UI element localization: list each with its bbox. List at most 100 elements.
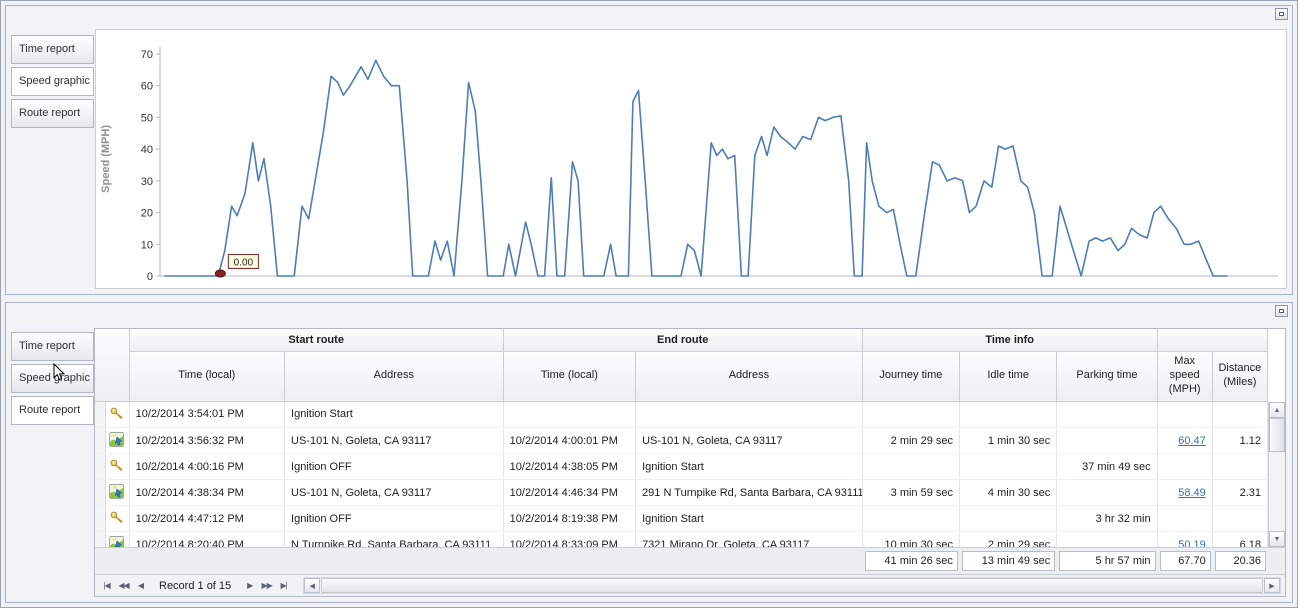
route-table-row[interactable]: 10/2/2014 3:56:32 PM US-101 N, Goleta, CA… — [95, 427, 1269, 454]
row-indicator — [95, 401, 106, 428]
col-start-address[interactable]: Address — [284, 351, 504, 402]
col-distance[interactable]: Distance (Miles) — [1212, 351, 1269, 402]
grid-header: Start route End route Time info Time (lo… — [95, 329, 1269, 402]
chart-plot-area[interactable]: 0 10 20 30 40 50 60 70 0.00 — [114, 30, 1286, 288]
collapse-icon — [1279, 12, 1284, 16]
next-page-button[interactable]: ▶▶ — [261, 581, 273, 591]
tab-speed-graphic[interactable]: Speed graphic — [11, 364, 94, 393]
bottom-panel-collapse-button[interactable] — [1275, 305, 1288, 317]
tab-time-report[interactable]: Time report — [11, 35, 94, 64]
parking-time-cell: 3 hr 32 min — [1056, 505, 1158, 532]
route-table-row[interactable]: 10/2/2014 3:54:01 PM Ignition Start — [95, 401, 1269, 428]
journey-time-cell — [862, 505, 961, 532]
parking-time-cell — [1056, 531, 1158, 548]
scroll-down-button[interactable]: ▼ — [1269, 531, 1285, 547]
last-record-button[interactable]: ▶| — [280, 581, 288, 591]
chart-y-axis-title: Speed (MPH) — [100, 125, 112, 193]
row-type-icon-cell — [105, 479, 130, 506]
tab-route-report[interactable]: Route report — [11, 99, 94, 128]
summary-journey-time: 41 min 26 sec — [864, 551, 958, 572]
grid-area: Start route End route Time info Time (lo… — [94, 318, 1292, 602]
tab-time-report[interactable]: Time report — [11, 332, 94, 361]
speed-series-line — [164, 59, 1228, 277]
row-type-icon-cell — [105, 427, 130, 454]
max-speed-cell: 60.47 — [1157, 427, 1213, 454]
idle-time-cell — [959, 401, 1058, 428]
max-speed-cell: 50.19 — [1157, 531, 1213, 548]
summary-max-speed: 67.70 — [1159, 551, 1211, 572]
grid-summary-footer: 41 min 26 sec 13 min 49 sec 5 hr 57 min … — [95, 547, 1285, 575]
max-speed-link[interactable]: 60.47 — [1178, 434, 1206, 447]
start-address-cell: Ignition OFF — [284, 505, 504, 532]
point-tooltip — [227, 253, 259, 269]
col-end-time[interactable]: Time (local) — [503, 351, 637, 402]
key-icon — [110, 407, 122, 419]
grid-body-viewport: 10/2/2014 3:54:01 PM Ignition Start 10/2/2… — [95, 401, 1285, 548]
end-time-cell: 10/2/2014 4:38:05 PM — [503, 453, 637, 480]
prev-record-button[interactable]: ◀ — [137, 581, 144, 591]
y-tick-label: 0 — [147, 271, 153, 283]
end-time-cell: 10/2/2014 4:46:34 PM — [503, 479, 637, 506]
end-address-cell: US-101 N, Goleta, CA 93117 — [635, 427, 863, 454]
scroll-left-button[interactable]: ◀ — [304, 578, 321, 594]
y-tick-label: 40 — [141, 144, 153, 156]
end-time-cell — [503, 401, 637, 428]
start-address-cell: US-101 N, Goleta, CA 93117 — [284, 479, 504, 506]
prev-page-button[interactable]: ◀◀ — [118, 581, 129, 591]
row-indicator — [95, 453, 106, 480]
group-start-route[interactable]: Start route — [129, 329, 504, 352]
route-table-row[interactable]: 10/2/2014 8:20:40 PM N Turnpike Rd, Santa… — [95, 531, 1269, 548]
hscrollbar-thumb[interactable] — [321, 578, 1263, 594]
next-record-button[interactable]: ▶ — [247, 581, 253, 591]
speed-chart: Speed (MPH) 0 10 20 30 40 50 60 70 0.00 — [95, 29, 1287, 289]
summary-distance: 20.36 — [1214, 551, 1266, 572]
first-record-button[interactable]: |◀ — [103, 581, 110, 591]
tab-route-report[interactable]: Route report — [11, 396, 94, 425]
route-icon — [108, 432, 124, 447]
start-time-cell: 10/2/2014 3:56:32 PM — [129, 427, 286, 454]
route-table-row[interactable]: 10/2/2014 4:38:34 PM US-101 N, Goleta, CA… — [95, 479, 1269, 506]
y-tick-label: 20 — [141, 208, 153, 220]
y-tick-label: 70 — [141, 49, 153, 61]
idle-time-cell — [959, 505, 1058, 532]
parking-time-cell: 37 min 49 sec — [1056, 453, 1158, 480]
journey-time-cell: 3 min 59 sec — [862, 479, 961, 506]
top-panel-collapse-button[interactable] — [1275, 8, 1288, 20]
start-time-cell: 10/2/2014 4:00:16 PM — [129, 453, 286, 480]
end-address-cell: 7321 Mirano Dr, Goleta, CA 93117 — [635, 531, 863, 548]
row-indicator — [95, 505, 106, 532]
col-parking-time[interactable]: Parking time — [1056, 351, 1158, 402]
row-indicator — [95, 427, 106, 454]
max-speed-link[interactable]: 50.19 — [1178, 538, 1206, 548]
col-start-time[interactable]: Time (local) — [129, 351, 286, 402]
max-speed-link[interactable]: 58.49 — [1178, 486, 1206, 499]
vscrollbar-thumb[interactable] — [1269, 418, 1285, 452]
record-navigator: |◀ ◀◀ ◀ Record 1 of 15 ▶ ▶▶ ▶| ◀ ▶ — [95, 574, 1285, 596]
selected-point-marker[interactable] — [214, 269, 226, 278]
row-type-icon-cell — [105, 453, 130, 480]
distance-cell: 2.31 — [1212, 479, 1269, 506]
route-table-row[interactable]: 10/2/2014 4:47:12 PM Ignition OFF 10/2/201… — [95, 505, 1269, 532]
route-table-row[interactable]: 10/2/2014 4:00:16 PM Ignition OFF 10/2/201… — [95, 453, 1269, 480]
journey-time-cell — [862, 401, 961, 428]
scroll-right-button[interactable]: ▶ — [1264, 578, 1280, 594]
col-max-speed[interactable]: Max speed (MPH) — [1157, 351, 1213, 402]
end-time-cell: 10/2/2014 8:33:09 PM — [503, 531, 637, 548]
end-time-cell: 10/2/2014 4:00:01 PM — [503, 427, 637, 454]
horizontal-scrollbar[interactable]: ◀ ▶ — [303, 577, 1281, 595]
row-type-icon-cell — [105, 531, 130, 548]
scroll-up-button[interactable]: ▲ — [1269, 402, 1285, 418]
group-end-route[interactable]: End route — [503, 329, 863, 352]
vertical-scrollbar[interactable]: ▲ ▼ — [1268, 402, 1285, 547]
parking-time-cell — [1056, 427, 1158, 454]
top-report-tab-strip: Time report Speed graphic Route report — [6, 21, 94, 294]
group-time-info[interactable]: Time info — [862, 329, 1158, 352]
y-tick-label: 60 — [141, 81, 153, 93]
idle-time-cell: 2 min 29 sec — [959, 531, 1058, 548]
col-idle-time[interactable]: Idle time — [959, 351, 1058, 402]
col-end-address[interactable]: Address — [635, 351, 863, 402]
bottom-report-tab-strip: Time report Speed graphic Route report — [6, 318, 94, 602]
tab-speed-graphic[interactable]: Speed graphic — [11, 67, 94, 96]
start-address-cell: N Turnpike Rd, Santa Barbara, CA 93111 — [284, 531, 504, 548]
col-journey-time[interactable]: Journey time — [862, 351, 961, 402]
